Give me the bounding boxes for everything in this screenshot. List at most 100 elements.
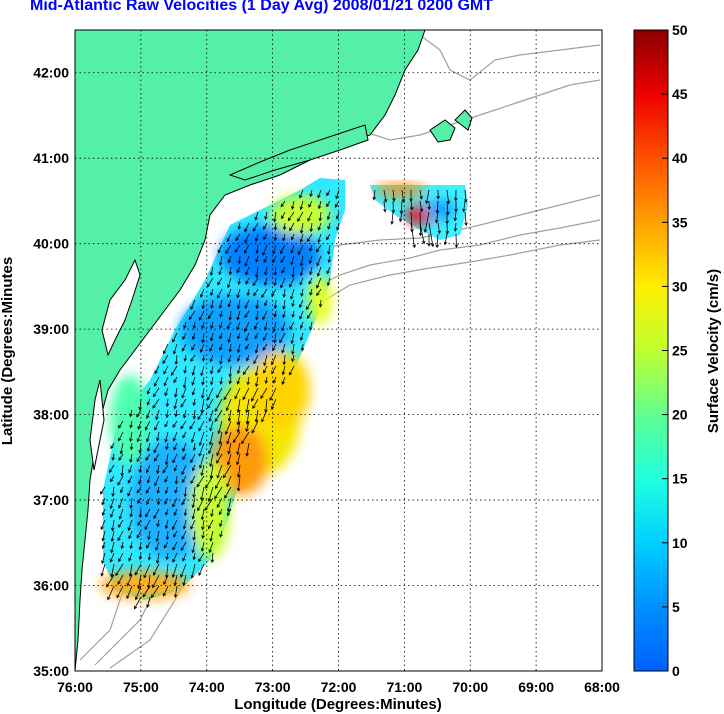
current-arrow xyxy=(279,332,286,344)
current-arrow xyxy=(120,464,124,477)
current-arrow xyxy=(127,475,133,484)
current-arrow xyxy=(263,354,268,367)
current-arrow xyxy=(192,409,197,420)
current-arrow xyxy=(208,541,214,554)
current-arrow xyxy=(317,222,322,231)
current-arrow xyxy=(127,519,133,532)
current-arrow xyxy=(164,497,169,505)
y-tick-label: 42:00 xyxy=(33,65,69,81)
current-arrow xyxy=(252,398,259,410)
current-arrow xyxy=(309,266,313,276)
current-arrow xyxy=(163,574,169,586)
current-arrow xyxy=(100,486,106,495)
current-arrow xyxy=(217,365,223,374)
current-arrow xyxy=(236,354,241,362)
current-arrow xyxy=(146,409,151,419)
current-arrow xyxy=(271,288,277,297)
current-arrow xyxy=(291,343,295,355)
current-arrow xyxy=(208,442,214,455)
current-arrow xyxy=(173,376,178,384)
current-arrow xyxy=(172,497,178,508)
current-arrow xyxy=(246,376,250,386)
current-arrow xyxy=(156,464,160,475)
current-arrow xyxy=(154,475,160,487)
current-arrow xyxy=(127,486,133,497)
current-arrow xyxy=(118,508,124,520)
current-arrow xyxy=(244,310,250,318)
x-axis-label: Longitude (Degrees:Minutes) xyxy=(234,696,442,713)
current-arrow xyxy=(280,200,286,208)
current-arrow xyxy=(236,376,241,385)
current-arrow xyxy=(162,354,169,365)
current-arrow xyxy=(244,222,250,233)
current-arrow xyxy=(117,475,124,486)
current-arrow xyxy=(138,464,142,473)
current-arrow xyxy=(264,376,269,385)
current-arrow xyxy=(210,321,214,330)
y-tick-label: 38:00 xyxy=(33,407,69,423)
y-tick-label: 37:00 xyxy=(33,492,69,508)
current-arrow xyxy=(237,277,241,286)
current-arrow xyxy=(129,497,133,510)
current-arrow xyxy=(391,200,396,214)
current-arrow xyxy=(281,365,286,376)
current-arrow xyxy=(216,288,223,299)
current-arrow xyxy=(180,420,187,430)
current-arrow xyxy=(155,530,160,543)
current-arrow xyxy=(181,343,187,352)
current-arrow xyxy=(437,222,442,235)
current-arrow xyxy=(317,200,322,210)
current-arrow xyxy=(143,563,151,579)
current-arrow xyxy=(245,266,250,276)
current-arrow xyxy=(306,299,313,310)
current-arrow xyxy=(101,497,106,506)
current-arrow xyxy=(208,431,214,446)
current-arrow xyxy=(271,354,277,366)
current-arrow xyxy=(129,431,133,443)
current-arrow xyxy=(326,211,331,221)
current-arrow xyxy=(129,442,134,451)
current-arrow xyxy=(145,508,151,518)
current-arrow xyxy=(291,200,295,210)
current-arrow xyxy=(110,519,115,532)
current-arrow xyxy=(100,563,106,577)
current-arrow xyxy=(191,343,196,351)
current-arrow xyxy=(308,255,313,265)
current-arrow xyxy=(282,310,286,319)
current-arrow xyxy=(214,409,223,423)
current-arrow xyxy=(236,420,241,434)
current-arrow xyxy=(254,343,259,354)
current-arrow xyxy=(392,189,396,202)
current-arrow xyxy=(317,189,322,199)
current-arrow xyxy=(182,376,187,389)
current-arrow xyxy=(181,475,187,484)
colorbar-tick-label: 30 xyxy=(672,278,688,294)
current-arrow xyxy=(198,563,205,576)
current-arrow xyxy=(236,464,241,478)
x-tick-label: 71:00 xyxy=(386,679,422,695)
grid-lines xyxy=(75,30,602,671)
current-arrow xyxy=(129,453,133,463)
current-arrow xyxy=(129,420,133,429)
current-arrow xyxy=(210,508,214,518)
current-arrow xyxy=(216,387,223,399)
current-arrow xyxy=(190,299,196,311)
current-arrow xyxy=(236,453,241,466)
current-arrow xyxy=(237,255,242,265)
current-arrow xyxy=(146,442,151,452)
current-arrow xyxy=(309,288,313,296)
current-arrow xyxy=(434,211,439,224)
current-arrow xyxy=(192,398,196,407)
current-arrow xyxy=(191,541,196,554)
current-arrow xyxy=(165,508,169,516)
current-arrow xyxy=(162,585,169,597)
current-arrow xyxy=(263,222,268,230)
current-arrow xyxy=(316,266,322,277)
current-arrow xyxy=(273,266,278,276)
current-arrow xyxy=(164,486,169,495)
current-arrow xyxy=(236,299,241,310)
current-arrow xyxy=(101,541,106,550)
current-arrow xyxy=(261,409,268,423)
current-arrow xyxy=(236,365,241,375)
current-arrow xyxy=(190,354,196,362)
